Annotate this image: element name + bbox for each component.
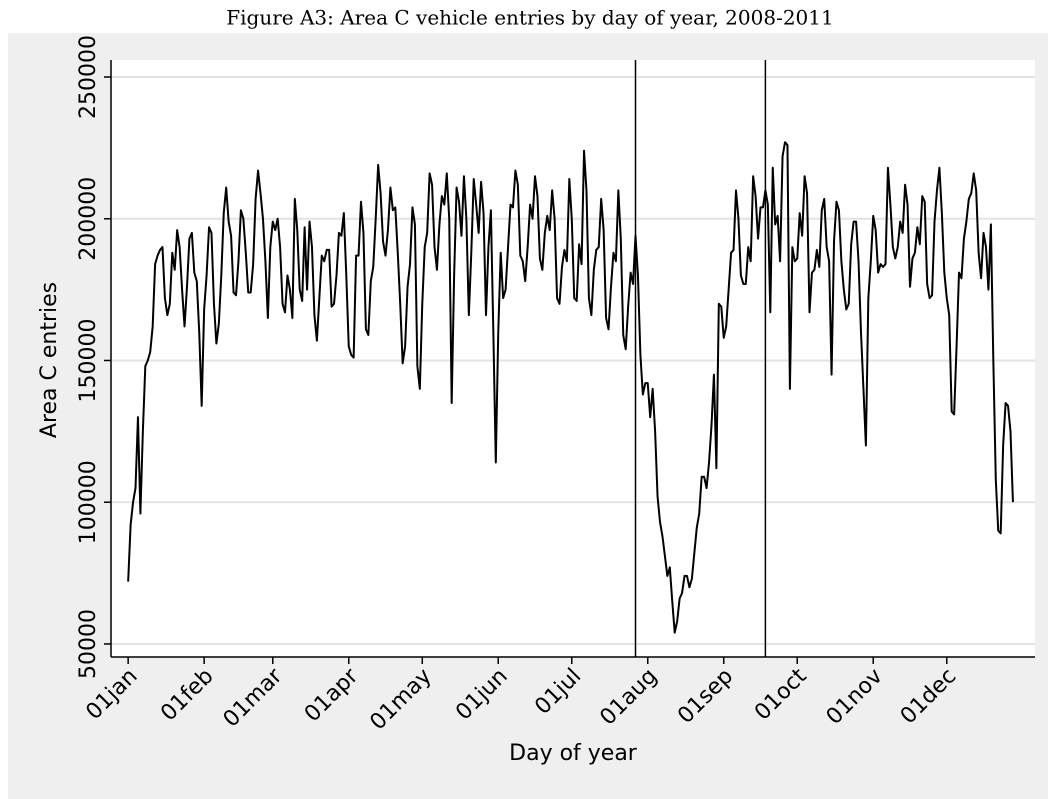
y-axis-title: Area C entries [37, 282, 62, 438]
data-line [127, 141, 1014, 634]
y-tick-label: 150000 [76, 318, 101, 402]
marks [127, 60, 1014, 657]
y-tick-label: 50000 [76, 609, 101, 679]
chart-title: Figure A3: Area C vehicle entries by day… [226, 6, 833, 30]
y-tick-label: 250000 [76, 35, 101, 119]
y-tick-label: 100000 [76, 460, 101, 544]
x-axis-title: Day of year [509, 741, 638, 766]
y-tick-label: 200000 [76, 177, 101, 261]
grid [111, 76, 1035, 645]
plot-area [111, 60, 1035, 657]
